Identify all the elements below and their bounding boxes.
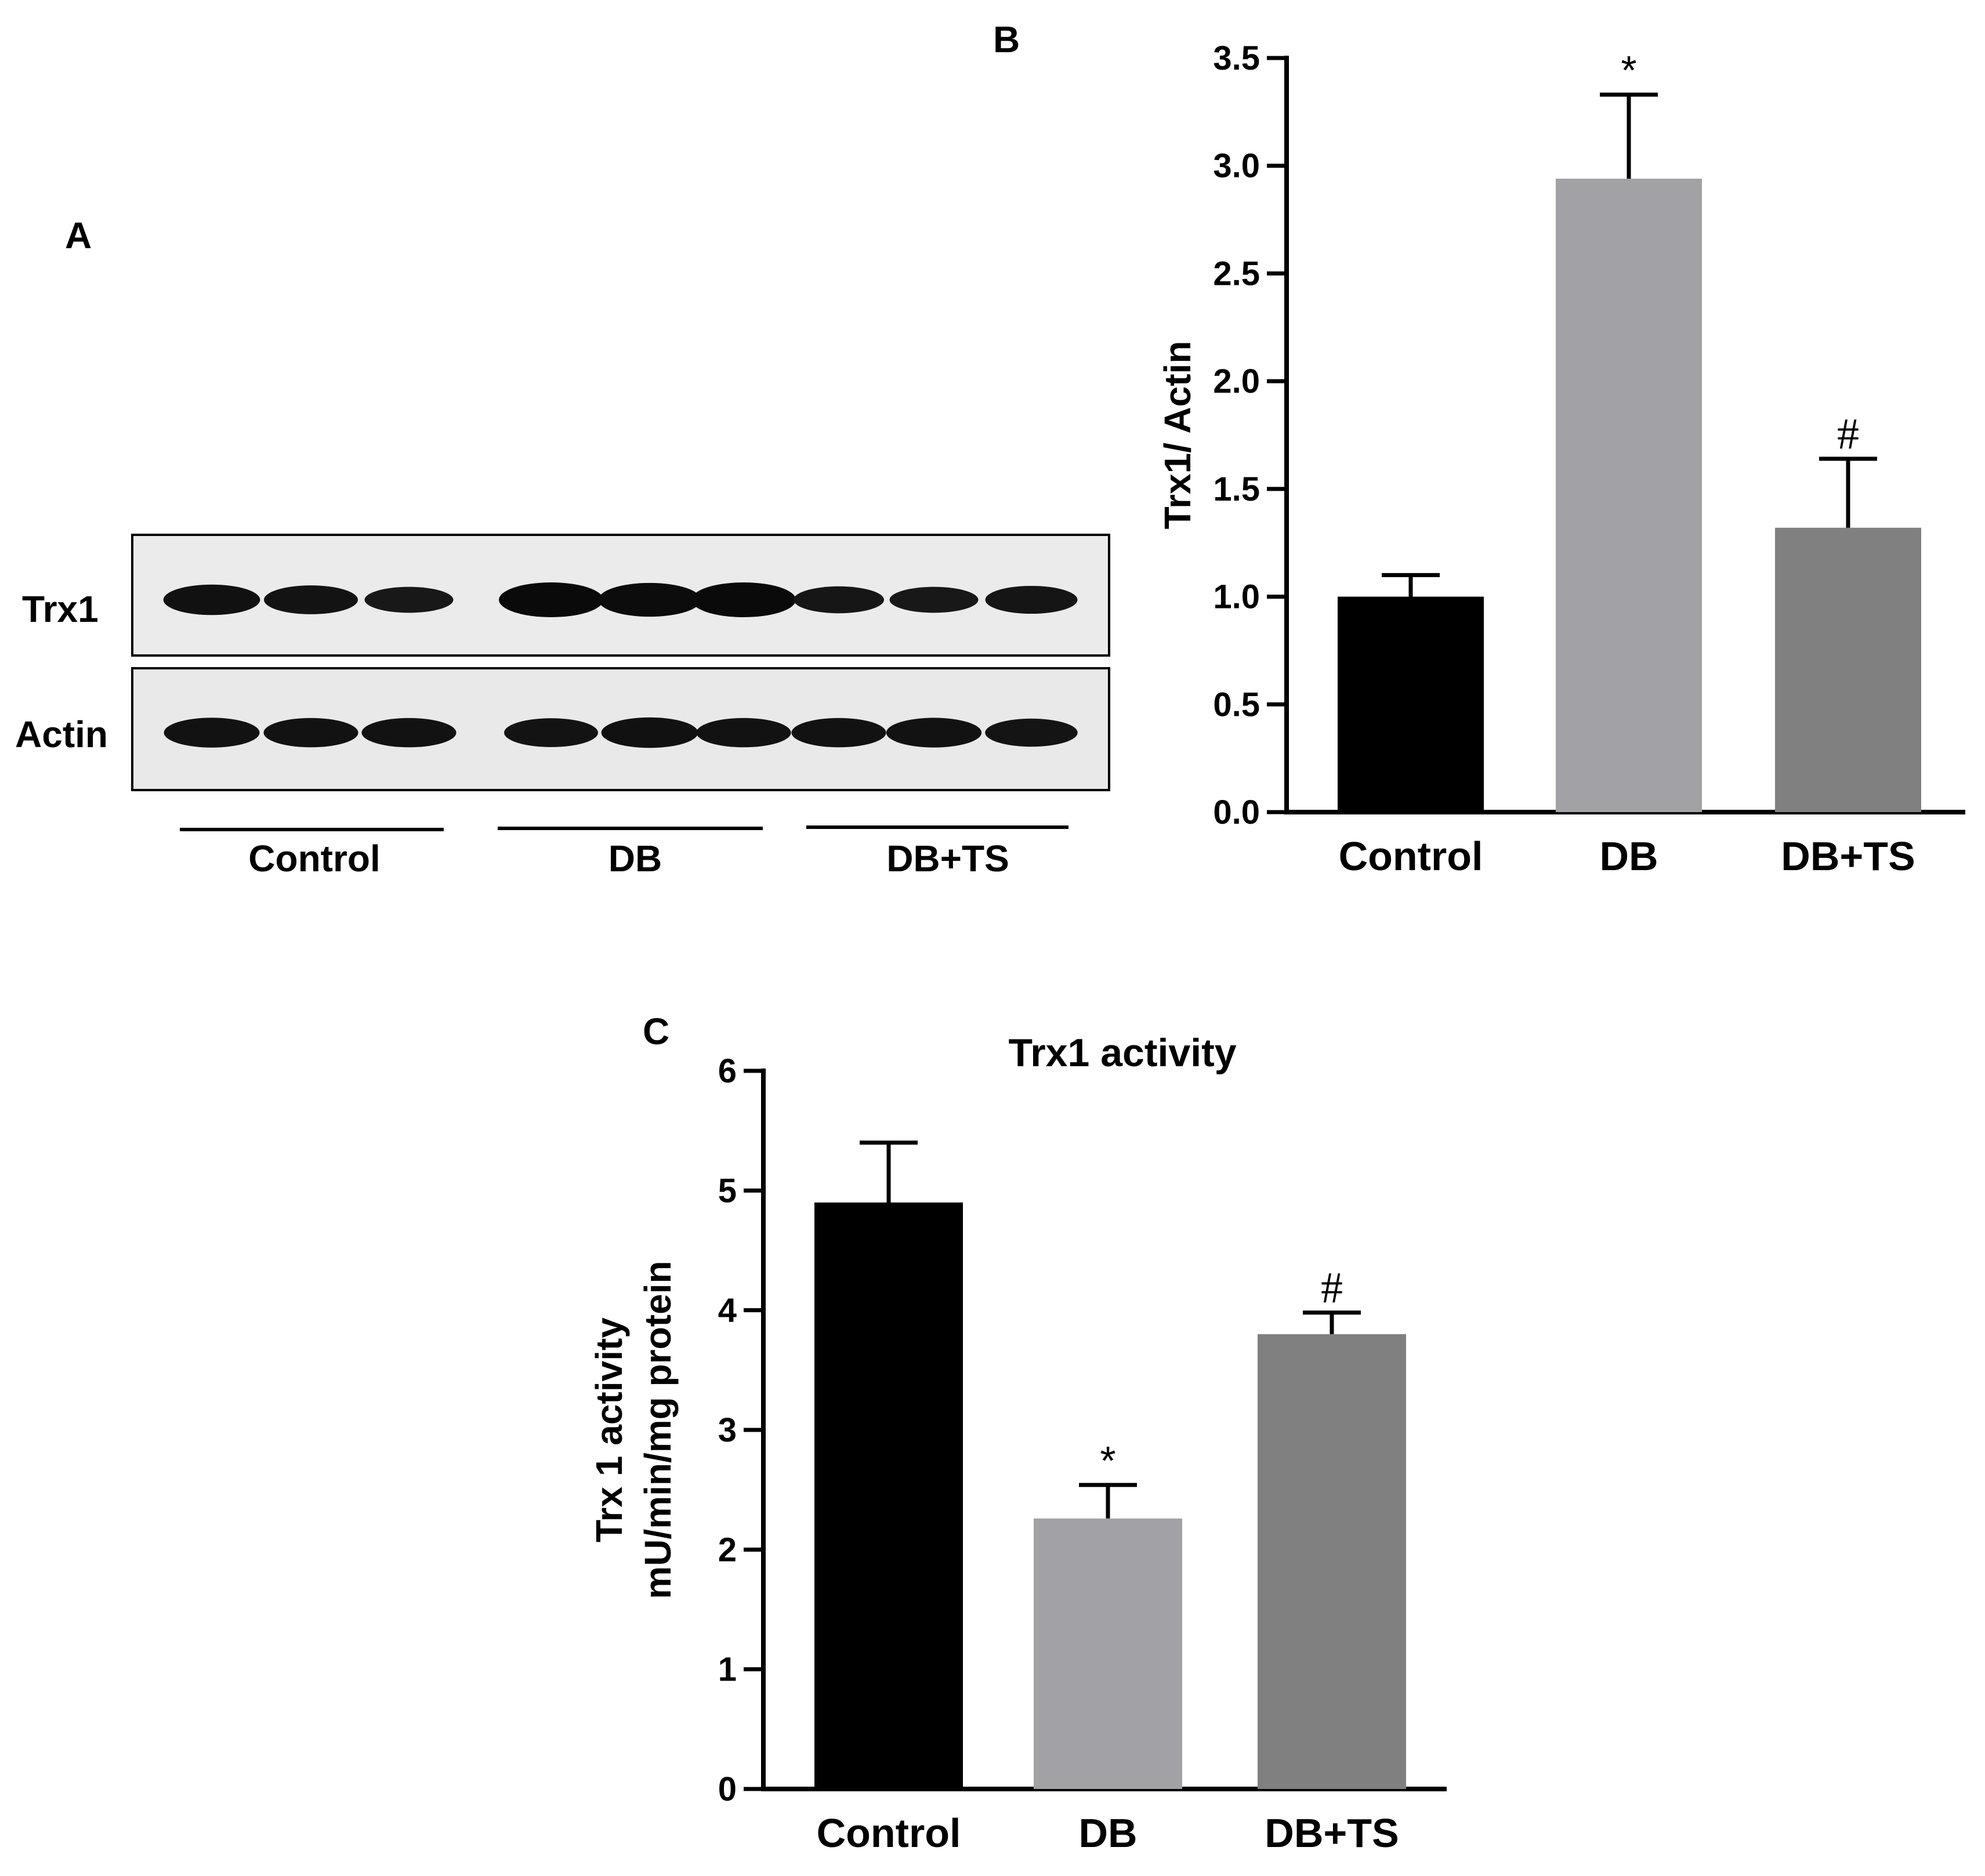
blot-label-trx1: Trx1 xyxy=(22,588,99,630)
blot-band-trx1-4 xyxy=(499,582,603,617)
blot-band-trx1-2 xyxy=(264,585,358,614)
group-label-control: Control xyxy=(248,838,381,879)
x-tick-label-db-ts: DB+TS xyxy=(1781,834,1915,879)
y-axis-label: Trx1/ Actin xyxy=(1157,341,1198,530)
blot-band-trx1-5 xyxy=(598,582,701,617)
blot-band-trx1-1 xyxy=(163,584,260,615)
blot-band-actin-5 xyxy=(601,717,698,748)
chart-c: 0 1 2 3 4 5 6 Control * DB # DB+TS Trx 1 activity mU/… xyxy=(588,1031,1447,1856)
blot-band-actin-7 xyxy=(791,718,886,748)
blot-band-trx1-9 xyxy=(985,585,1078,614)
y-tick-label: 3.0 xyxy=(1213,147,1260,185)
y-tick-label: 1.0 xyxy=(1213,578,1260,616)
x-tick-label-control: Control xyxy=(1339,834,1483,879)
bar-db-ts xyxy=(1258,1334,1406,1789)
y-tick-label: 0 xyxy=(718,1770,737,1808)
blot-band-actin-8 xyxy=(886,718,982,748)
bar-control xyxy=(1338,596,1484,812)
significance-db: * xyxy=(1621,48,1636,93)
group-label-dbts: DB+TS xyxy=(886,838,1009,879)
bar-db-ts xyxy=(1775,527,1921,812)
blot-band-actin-3 xyxy=(361,718,457,748)
blot-band-actin-4 xyxy=(504,718,598,747)
chart-b: 0.0 0.5 1.0 1.5 2.0 2.5 3.0 3.5 Control * DB # DB+TS… xyxy=(1157,39,1965,879)
blot-bands xyxy=(163,582,1078,748)
y-tick-label: 2.5 xyxy=(1213,255,1260,292)
panel-letter-a: A xyxy=(65,215,92,256)
y-tick-label: 3 xyxy=(718,1411,737,1449)
x-tick-label-db-ts: DB+TS xyxy=(1265,1810,1399,1856)
blot-band-trx1-8 xyxy=(889,586,979,613)
blot-label-actin: Actin xyxy=(15,714,108,755)
bar-control xyxy=(814,1202,963,1789)
blot-band-actin-6 xyxy=(696,718,791,748)
significance-db-ts: # xyxy=(1321,1263,1343,1312)
y-tick-label: 3.5 xyxy=(1213,39,1260,77)
y-tick-label: 1.5 xyxy=(1213,470,1260,508)
group-label-db: DB xyxy=(608,838,662,879)
y-axis-label: Trx 1 activity xyxy=(588,1317,630,1542)
blot-band-trx1-6 xyxy=(691,582,796,617)
bar-db xyxy=(1556,179,1702,812)
blot-band-trx1-3 xyxy=(364,586,454,613)
panel-letter-c: C xyxy=(643,1011,669,1052)
y-tick-label: 6 xyxy=(718,1052,737,1090)
panel-c: C 0 1 2 3 4 5 6 Control * DB # DB+TS Trx 1 activity m… xyxy=(588,1011,1447,1856)
bar-db xyxy=(1034,1518,1182,1789)
y-tick-label: 0.0 xyxy=(1213,794,1260,831)
chart-title: Trx1 activity xyxy=(1008,1031,1236,1075)
x-tick-label-control: Control xyxy=(817,1810,961,1856)
y-tick-label: 1 xyxy=(718,1651,737,1689)
significance-db: * xyxy=(1100,1438,1115,1483)
y-tick-label: 4 xyxy=(718,1292,737,1330)
y-tick-label: 2.0 xyxy=(1213,363,1260,400)
panel-b: B 0.0 0.5 1.0 1.5 2.0 2.5 3.0 3.5 Control * DB # DB+… xyxy=(993,19,1965,879)
blot-band-actin-9 xyxy=(985,718,1078,747)
y-tick-label: 5 xyxy=(718,1172,737,1209)
panel-letter-b: B xyxy=(993,19,1020,60)
blot-band-trx1-7 xyxy=(794,586,884,614)
y-axis-label: mU/min/mg protein xyxy=(637,1261,679,1599)
panel-a: A Trx1 Actin Control DB DB+TS xyxy=(15,215,1110,879)
y-tick-label: 0.5 xyxy=(1213,686,1260,723)
x-tick-label-db: DB xyxy=(1078,1810,1137,1856)
blot-band-actin-1 xyxy=(164,718,260,748)
x-tick-label-db: DB xyxy=(1599,834,1658,879)
blot-band-actin-2 xyxy=(263,718,358,748)
y-tick-label: 2 xyxy=(718,1531,737,1569)
significance-db-ts: # xyxy=(1837,410,1859,458)
